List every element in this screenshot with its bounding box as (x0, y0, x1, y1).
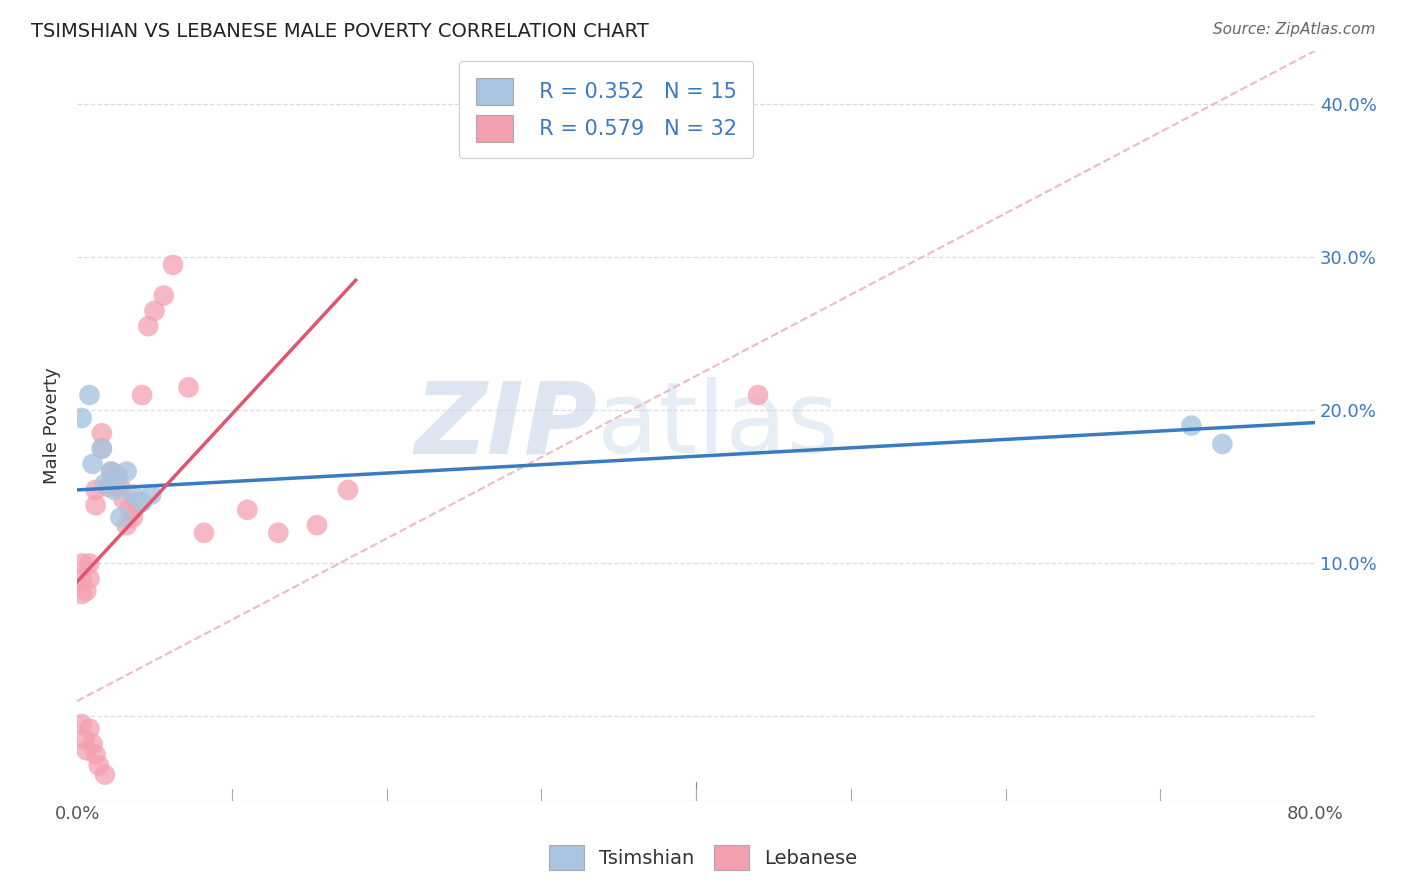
Point (79, 557, 101, 571)
Point (136, 319, 159, 334)
Point (110, 480, 132, 494)
Point (118, 501, 141, 516)
Point (103, 483, 125, 497)
Point (70, 572, 93, 586)
Text: Source: ZipAtlas.com: Source: ZipAtlas.com (1212, 22, 1375, 37)
Point (112, 492, 135, 507)
Point (70, 557, 93, 571)
Text: TSIMSHIAN VS LEBANESE MALE POVERTY CORRELATION CHART: TSIMSHIAN VS LEBANESE MALE POVERTY CORRE… (31, 22, 648, 41)
Point (79, 722, 101, 736)
Point (82, 737, 104, 751)
Point (121, 487, 143, 501)
Text: atlas: atlas (598, 377, 839, 475)
Point (84, 498, 107, 512)
Point (73, 732, 96, 747)
Point (103, 480, 125, 494)
Point (100, 465, 122, 479)
Point (75, 743, 97, 757)
Point (94, 767, 117, 781)
Point (110, 510, 132, 524)
Point (131, 388, 153, 402)
Point (267, 525, 290, 540)
Point (141, 487, 163, 501)
Point (143, 304, 166, 318)
Point (90, 442, 112, 456)
Point (305, 518, 328, 533)
Point (79, 388, 101, 402)
Point (100, 465, 122, 479)
Text: ZIP: ZIP (415, 377, 598, 475)
Point (75, 583, 97, 598)
Point (90, 442, 112, 456)
Point (747, 388, 769, 402)
Point (152, 288, 174, 302)
Point (70, 411, 93, 425)
Point (94, 476, 117, 491)
Point (121, 510, 143, 524)
Point (97, 480, 120, 494)
Point (84, 483, 107, 497)
Point (70, 587, 93, 601)
Point (90, 426, 112, 441)
Point (82, 457, 104, 471)
Point (193, 525, 215, 540)
Point (115, 518, 138, 533)
Point (336, 483, 359, 497)
Point (1211, 437, 1233, 451)
Point (87, 758, 110, 772)
Point (79, 572, 101, 586)
Point (115, 465, 138, 479)
Y-axis label: Male Poverty: Male Poverty (44, 368, 60, 484)
Point (162, 258, 184, 272)
Point (177, 380, 200, 394)
Point (70, 717, 93, 731)
Point (131, 495, 153, 509)
Point (105, 467, 128, 482)
Point (125, 495, 148, 509)
Legend:   R = 0.352   N = 15,   R = 0.579   N = 32: R = 0.352 N = 15, R = 0.579 N = 32 (458, 61, 754, 159)
Point (105, 472, 128, 486)
Point (1180, 418, 1202, 433)
Legend: Tsimshian, Lebanese: Tsimshian, Lebanese (541, 838, 865, 878)
Point (84, 747, 107, 762)
Point (236, 503, 259, 517)
